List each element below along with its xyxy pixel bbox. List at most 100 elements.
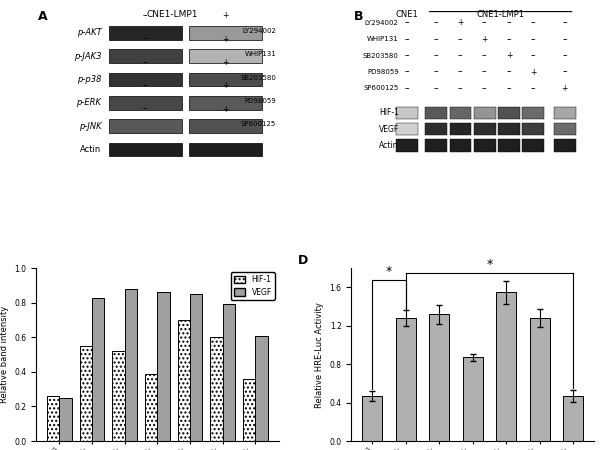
Text: --: -- — [458, 68, 463, 76]
Text: +: + — [457, 18, 464, 27]
Bar — [396, 318, 416, 441]
Bar — [449, 123, 472, 135]
Text: Actin: Actin — [80, 145, 101, 154]
Text: --: -- — [434, 84, 439, 93]
Text: --: -- — [404, 51, 410, 60]
Bar — [109, 72, 182, 86]
Bar — [474, 107, 496, 119]
Bar — [498, 123, 520, 135]
Bar — [498, 107, 520, 119]
Text: --: -- — [562, 51, 568, 60]
Text: *: * — [486, 258, 493, 271]
Text: --: -- — [506, 35, 512, 44]
Text: --: -- — [142, 81, 148, 90]
Bar — [474, 123, 496, 135]
Text: --: -- — [434, 18, 439, 27]
Text: --: -- — [404, 35, 410, 44]
Text: --: -- — [458, 51, 463, 60]
Bar — [109, 143, 182, 157]
Text: --: -- — [562, 18, 568, 27]
Text: --: -- — [142, 58, 148, 67]
Text: +: + — [222, 81, 229, 90]
Text: p-ERK: p-ERK — [77, 99, 101, 108]
Text: +: + — [530, 68, 536, 76]
Text: +: + — [222, 11, 229, 20]
Bar — [189, 143, 262, 157]
Text: --: -- — [482, 18, 488, 27]
Bar — [178, 320, 190, 441]
Text: --: -- — [562, 35, 568, 44]
Text: PD98059: PD98059 — [367, 69, 399, 75]
Text: --: -- — [142, 11, 148, 20]
Text: --: -- — [530, 51, 536, 60]
Text: +: + — [222, 58, 229, 67]
Text: CNE1: CNE1 — [396, 10, 419, 19]
Bar — [530, 318, 550, 441]
Bar — [243, 379, 255, 441]
Text: SP600125: SP600125 — [364, 86, 399, 91]
Text: D: D — [298, 254, 308, 267]
Text: --: -- — [482, 51, 488, 60]
Text: HIF-1: HIF-1 — [379, 108, 399, 117]
Y-axis label: Relative HRE-Luc Activity: Relative HRE-Luc Activity — [315, 302, 324, 408]
Bar — [109, 26, 182, 40]
Bar — [189, 26, 262, 40]
Bar — [189, 72, 262, 86]
Text: A: A — [38, 10, 48, 23]
Text: --: -- — [506, 18, 512, 27]
Bar — [80, 346, 92, 441]
Bar — [92, 297, 104, 441]
Bar — [554, 123, 576, 135]
Text: p-JNK: p-JNK — [79, 122, 101, 130]
Text: --: -- — [434, 35, 439, 44]
Text: --: -- — [404, 18, 410, 27]
Text: --: -- — [404, 84, 410, 93]
Text: p-AKT: p-AKT — [77, 28, 101, 37]
Bar — [396, 139, 418, 152]
Text: CNE1-LMP1: CNE1-LMP1 — [476, 10, 524, 19]
Text: LY294002: LY294002 — [242, 28, 276, 34]
Bar — [109, 119, 182, 133]
Text: B: B — [354, 10, 364, 23]
Bar — [210, 338, 223, 441]
Bar — [563, 396, 583, 441]
Bar — [109, 96, 182, 110]
Bar — [449, 139, 472, 152]
Text: p-p38: p-p38 — [77, 75, 101, 84]
Bar — [523, 107, 544, 119]
Bar — [523, 123, 544, 135]
Text: *: * — [386, 265, 392, 278]
Bar — [125, 289, 137, 441]
Text: --: -- — [506, 68, 512, 76]
Text: --: -- — [506, 84, 512, 93]
Bar — [59, 398, 72, 441]
Bar — [109, 49, 182, 63]
Bar — [362, 396, 382, 441]
Bar — [425, 123, 447, 135]
Bar — [554, 107, 576, 119]
Text: --: -- — [458, 84, 463, 93]
Text: --: -- — [530, 18, 536, 27]
Text: CNE1-LMP1: CNE1-LMP1 — [146, 10, 197, 19]
Text: --: -- — [434, 68, 439, 76]
Bar — [498, 139, 520, 152]
Text: --: -- — [482, 84, 488, 93]
Text: WHIP131: WHIP131 — [367, 36, 399, 42]
Bar — [554, 139, 576, 152]
Bar — [396, 123, 418, 135]
Text: +: + — [482, 35, 488, 44]
Text: SB203580: SB203580 — [241, 75, 276, 81]
Text: +: + — [506, 51, 512, 60]
Text: --: -- — [562, 68, 568, 76]
Text: --: -- — [482, 68, 488, 76]
Text: SP600125: SP600125 — [241, 122, 276, 127]
Bar — [474, 139, 496, 152]
Text: +: + — [222, 35, 229, 44]
Bar — [463, 357, 483, 441]
Bar — [223, 305, 235, 441]
Bar — [523, 139, 544, 152]
Text: --: -- — [458, 35, 463, 44]
Bar — [425, 139, 447, 152]
Bar — [189, 96, 262, 110]
Text: WHIP131: WHIP131 — [244, 51, 276, 58]
